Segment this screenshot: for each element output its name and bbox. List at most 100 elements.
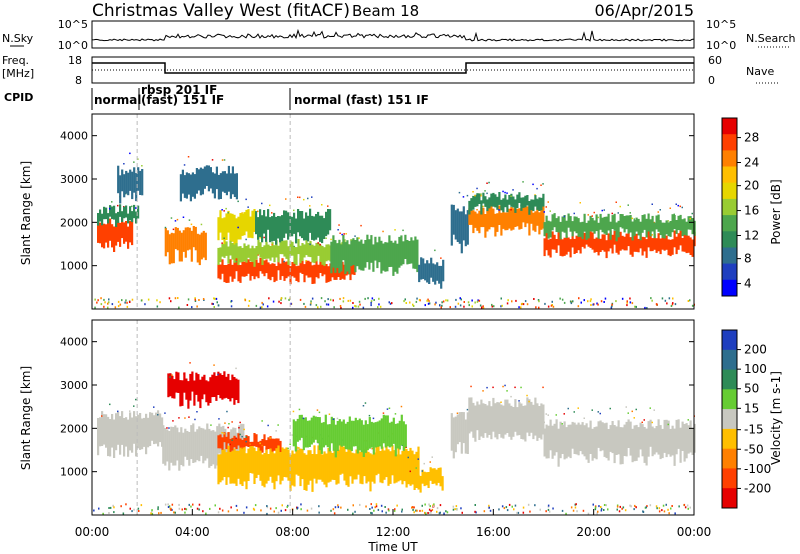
heatmap-speckle	[663, 510, 666, 513]
heatmap-cell	[111, 206, 114, 220]
heatmap-cell	[269, 436, 272, 449]
heatmap-speckle	[515, 299, 517, 302]
heatmap-cell	[277, 445, 280, 476]
heatmap-speckle	[416, 509, 418, 512]
heatmap-speckle	[229, 443, 231, 446]
heatmap-speckle	[259, 306, 262, 309]
heatmap-speckle	[310, 300, 312, 303]
heatmap-speckle	[454, 508, 456, 511]
heatmap-cell	[482, 192, 485, 204]
heatmap-cell	[298, 414, 301, 441]
heatmap-speckle	[103, 305, 105, 308]
heatmap-cell	[231, 374, 234, 399]
heatmap-cell	[143, 417, 146, 447]
heatmap-cell	[219, 454, 222, 483]
x-tick-label: 00:00	[75, 525, 110, 539]
heatmap-cell	[542, 205, 545, 229]
heatmap-cell	[506, 212, 509, 231]
heatmap-cell	[253, 433, 256, 447]
heatmap-speckle	[522, 511, 525, 514]
heatmap-speckle	[440, 306, 442, 309]
heatmap-cell	[331, 452, 334, 480]
heatmap-cell	[452, 417, 455, 459]
heatmap-speckle	[213, 297, 215, 300]
heatmap-cell	[295, 446, 298, 475]
heatmap-speckle	[599, 412, 601, 415]
heatmap-speckle	[288, 298, 290, 301]
heatmap-cell	[190, 230, 193, 262]
colorbar-swatch	[722, 488, 737, 509]
heatmap-cell	[215, 166, 218, 190]
heatmap-cell	[601, 217, 604, 233]
heatmap-speckle	[547, 305, 550, 308]
heatmap-cell	[226, 432, 229, 470]
heatmap-speckle	[424, 503, 426, 506]
heatmap-speckle	[491, 303, 493, 306]
heatmap-cell	[363, 449, 366, 477]
heatmap-cell	[267, 209, 270, 230]
nsky-label: N.Sky	[2, 32, 34, 45]
heatmap-cell	[450, 413, 453, 451]
y-tick-label: 1000	[60, 466, 88, 479]
heatmap-speckle	[266, 305, 269, 308]
heatmap-cell	[223, 371, 226, 399]
heatmap-cell	[193, 380, 196, 406]
heatmap-cell	[520, 197, 523, 211]
heatmap-speckle	[178, 503, 180, 506]
heatmap-speckle	[615, 300, 617, 303]
heatmap-cell	[376, 421, 379, 447]
heatmap-speckle	[303, 302, 305, 305]
heatmap-speckle	[209, 507, 211, 510]
heatmap-cell	[394, 423, 397, 457]
heatmap-cell	[514, 399, 517, 432]
heatmap-speckle	[217, 373, 219, 376]
heatmap-cell	[379, 451, 382, 483]
heatmap-cell	[155, 412, 158, 444]
heatmap-speckle	[644, 306, 646, 309]
heatmap-band	[418, 249, 445, 289]
heatmap-cell	[627, 419, 630, 448]
heatmap-cell	[141, 418, 144, 450]
heatmap-cell	[334, 424, 337, 458]
heatmap-cell	[237, 450, 240, 479]
heatmap-cell	[223, 432, 226, 443]
heatmap-speckle	[687, 507, 689, 510]
heatmap-cell	[103, 223, 106, 249]
heatmap-cell	[263, 434, 266, 446]
heatmap-cell	[474, 211, 477, 228]
heatmap-cell	[528, 201, 531, 215]
heatmap-speckle	[235, 504, 238, 507]
heatmap-cell	[373, 452, 376, 484]
heatmap-cell	[354, 240, 357, 273]
heatmap-speckle	[227, 426, 229, 429]
heatmap-cell	[164, 228, 167, 257]
heatmap-cell	[219, 434, 222, 449]
heatmap-speckle	[687, 419, 689, 421]
heatmap-speckle	[169, 376, 171, 378]
heatmap-cell	[532, 212, 535, 231]
heatmap-speckle	[543, 211, 545, 213]
heatmap-cell	[291, 262, 294, 277]
heatmap-cell	[275, 438, 278, 451]
heatmap-cell	[216, 426, 219, 466]
colorbar-tick-label: -15	[744, 423, 764, 437]
heatmap-cell	[131, 219, 134, 246]
heatmap-speckle	[474, 194, 476, 197]
colorbar-tick-label: 15	[744, 401, 759, 415]
heatmap-speckle	[510, 195, 512, 197]
heatmap-cell	[409, 447, 412, 477]
heatmap-cell	[259, 242, 262, 258]
y-tick-label: 2000	[60, 422, 88, 435]
heatmap-cell	[418, 264, 421, 283]
heatmap-speckle	[156, 305, 159, 308]
heatmap-speckle	[380, 504, 383, 507]
heatmap-speckle	[151, 509, 153, 512]
heatmap-cell	[307, 215, 310, 242]
heatmap-cell	[671, 239, 674, 255]
heatmap-cell	[174, 227, 177, 250]
heatmap-cell	[567, 213, 570, 228]
colorbar-swatch	[722, 389, 737, 410]
heatmap-speckle	[113, 511, 115, 514]
heatmap-cell	[225, 376, 228, 398]
heatmap-cell	[265, 440, 268, 454]
